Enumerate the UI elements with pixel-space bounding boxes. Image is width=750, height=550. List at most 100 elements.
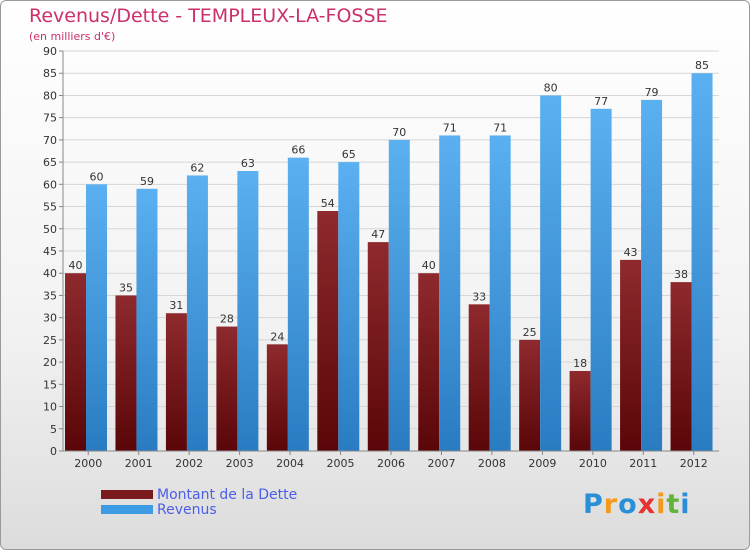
x-tick-label: 2010: [579, 457, 607, 470]
bar-dette: [569, 371, 591, 451]
bar-dette: [620, 259, 642, 451]
bar-revenus: [86, 184, 107, 452]
data-label-dette: 18: [573, 357, 587, 370]
chart-subtitle: (en milliers d'€): [29, 30, 116, 43]
x-tick-label: 2003: [226, 457, 254, 470]
y-tick-label: 0: [50, 445, 57, 458]
logo-letter: i: [656, 489, 667, 520]
y-tick-label: 10: [43, 401, 57, 414]
bar-dette: [418, 273, 440, 451]
x-tick-label: 2002: [175, 457, 203, 470]
y-tick-label: 20: [43, 356, 57, 369]
y-tick-label: 90: [43, 45, 57, 58]
y-tick-label: 80: [43, 89, 57, 102]
logo-letter: o: [618, 489, 638, 520]
y-tick-label: 30: [43, 312, 57, 325]
bar-revenus: [287, 157, 309, 451]
logo-letter: r: [603, 489, 619, 520]
bar-revenus: [186, 175, 208, 451]
bar-revenus: [338, 162, 360, 451]
x-tick-label: 2007: [427, 457, 455, 470]
x-tick-label: 2012: [680, 457, 708, 470]
x-tick-label: 2004: [276, 457, 304, 470]
axes: [59, 50, 719, 455]
bar-dette: [165, 313, 187, 451]
bar-dette: [519, 339, 541, 451]
y-tick-label: 45: [43, 245, 57, 258]
data-label-revenus: 65: [342, 148, 356, 161]
y-tick-label: 65: [43, 156, 57, 169]
data-label-revenus: 77: [594, 95, 608, 108]
data-label-revenus: 71: [493, 121, 507, 134]
legend-swatch-revenus: [101, 505, 153, 514]
data-label-revenus: 85: [695, 59, 709, 72]
y-tick-label: 5: [50, 423, 57, 436]
x-tick-label: 2011: [629, 457, 657, 470]
x-tick-label: 2008: [478, 457, 506, 470]
logo-letter: i: [680, 489, 691, 520]
legend: Montant de la Dette Revenus: [101, 486, 298, 518]
legend-item-revenus: Revenus: [101, 501, 297, 518]
bar-revenus: [136, 188, 158, 451]
legend-label-dette: Montant de la Dette: [157, 486, 298, 503]
y-tick-label: 60: [43, 178, 57, 191]
bar-dette: [65, 273, 86, 451]
data-label-revenus: 63: [241, 157, 255, 170]
bar-dette: [670, 282, 692, 451]
chart-title: Revenus/Dette - TEMPLEUX-LA-FOSSE: [29, 5, 388, 27]
data-label-revenus: 71: [443, 121, 457, 134]
y-tick-label: 55: [43, 201, 57, 214]
data-label-dette: 40: [69, 259, 83, 272]
data-label-dette: 38: [674, 268, 688, 281]
legend-swatch-dette: [101, 490, 153, 499]
labels: 0 5 10 15 20 25 30 35 40 45 50 55 60 65 70 75 80 85 90 40 60…: [43, 45, 709, 470]
y-tick-label: 40: [43, 267, 57, 280]
logo-letter: P: [583, 489, 604, 520]
bar-dette: [367, 242, 389, 451]
bar-dette: [266, 344, 288, 451]
bar-dette: [317, 211, 339, 451]
data-label-dette: 28: [220, 313, 234, 326]
y-tick-label: 25: [43, 334, 57, 347]
data-label-dette: 25: [523, 326, 537, 339]
data-label-dette: 35: [119, 281, 133, 294]
bar-revenus: [439, 135, 461, 451]
x-tick-label: 2005: [327, 457, 355, 470]
legend-label-revenus: Revenus: [157, 501, 217, 518]
bar-revenus: [641, 99, 663, 451]
logo-letter: t: [666, 489, 681, 520]
data-label-dette: 31: [169, 299, 183, 312]
data-label-dette: 43: [624, 246, 638, 259]
bar-dette: [468, 304, 490, 451]
data-label-revenus: 66: [291, 144, 305, 157]
x-tick-label: 2000: [74, 457, 102, 470]
bar-dette: [216, 326, 238, 451]
logo-letter: x: [637, 489, 657, 520]
bar-revenus: [590, 108, 612, 452]
x-tick-label: 2009: [528, 457, 556, 470]
data-label-revenus: 59: [140, 175, 154, 188]
x-tick-label: 2006: [377, 457, 405, 470]
data-label-revenus: 60: [90, 170, 104, 183]
y-tick-label: 50: [43, 223, 57, 236]
bars: [65, 73, 713, 452]
data-label-revenus: 79: [645, 86, 659, 99]
y-tick-label: 70: [43, 134, 57, 147]
data-label-dette: 33: [472, 290, 486, 303]
y-tick-label: 15: [43, 378, 57, 391]
bar-dette: [115, 295, 137, 451]
y-tick-label: 85: [43, 67, 57, 80]
data-label-dette: 40: [422, 259, 436, 272]
legend-item-dette: Montant de la Dette: [101, 486, 298, 503]
data-label-dette: 54: [321, 197, 335, 210]
bar-revenus: [388, 139, 410, 451]
proxiti-logo: Proxiti: [583, 489, 691, 520]
data-label-revenus: 80: [544, 81, 558, 94]
data-label-revenus: 62: [190, 161, 204, 174]
data-label-dette: 24: [270, 330, 284, 343]
y-tick-label: 35: [43, 289, 57, 302]
x-tick-label: 2001: [125, 457, 153, 470]
data-label-dette: 47: [371, 228, 385, 241]
